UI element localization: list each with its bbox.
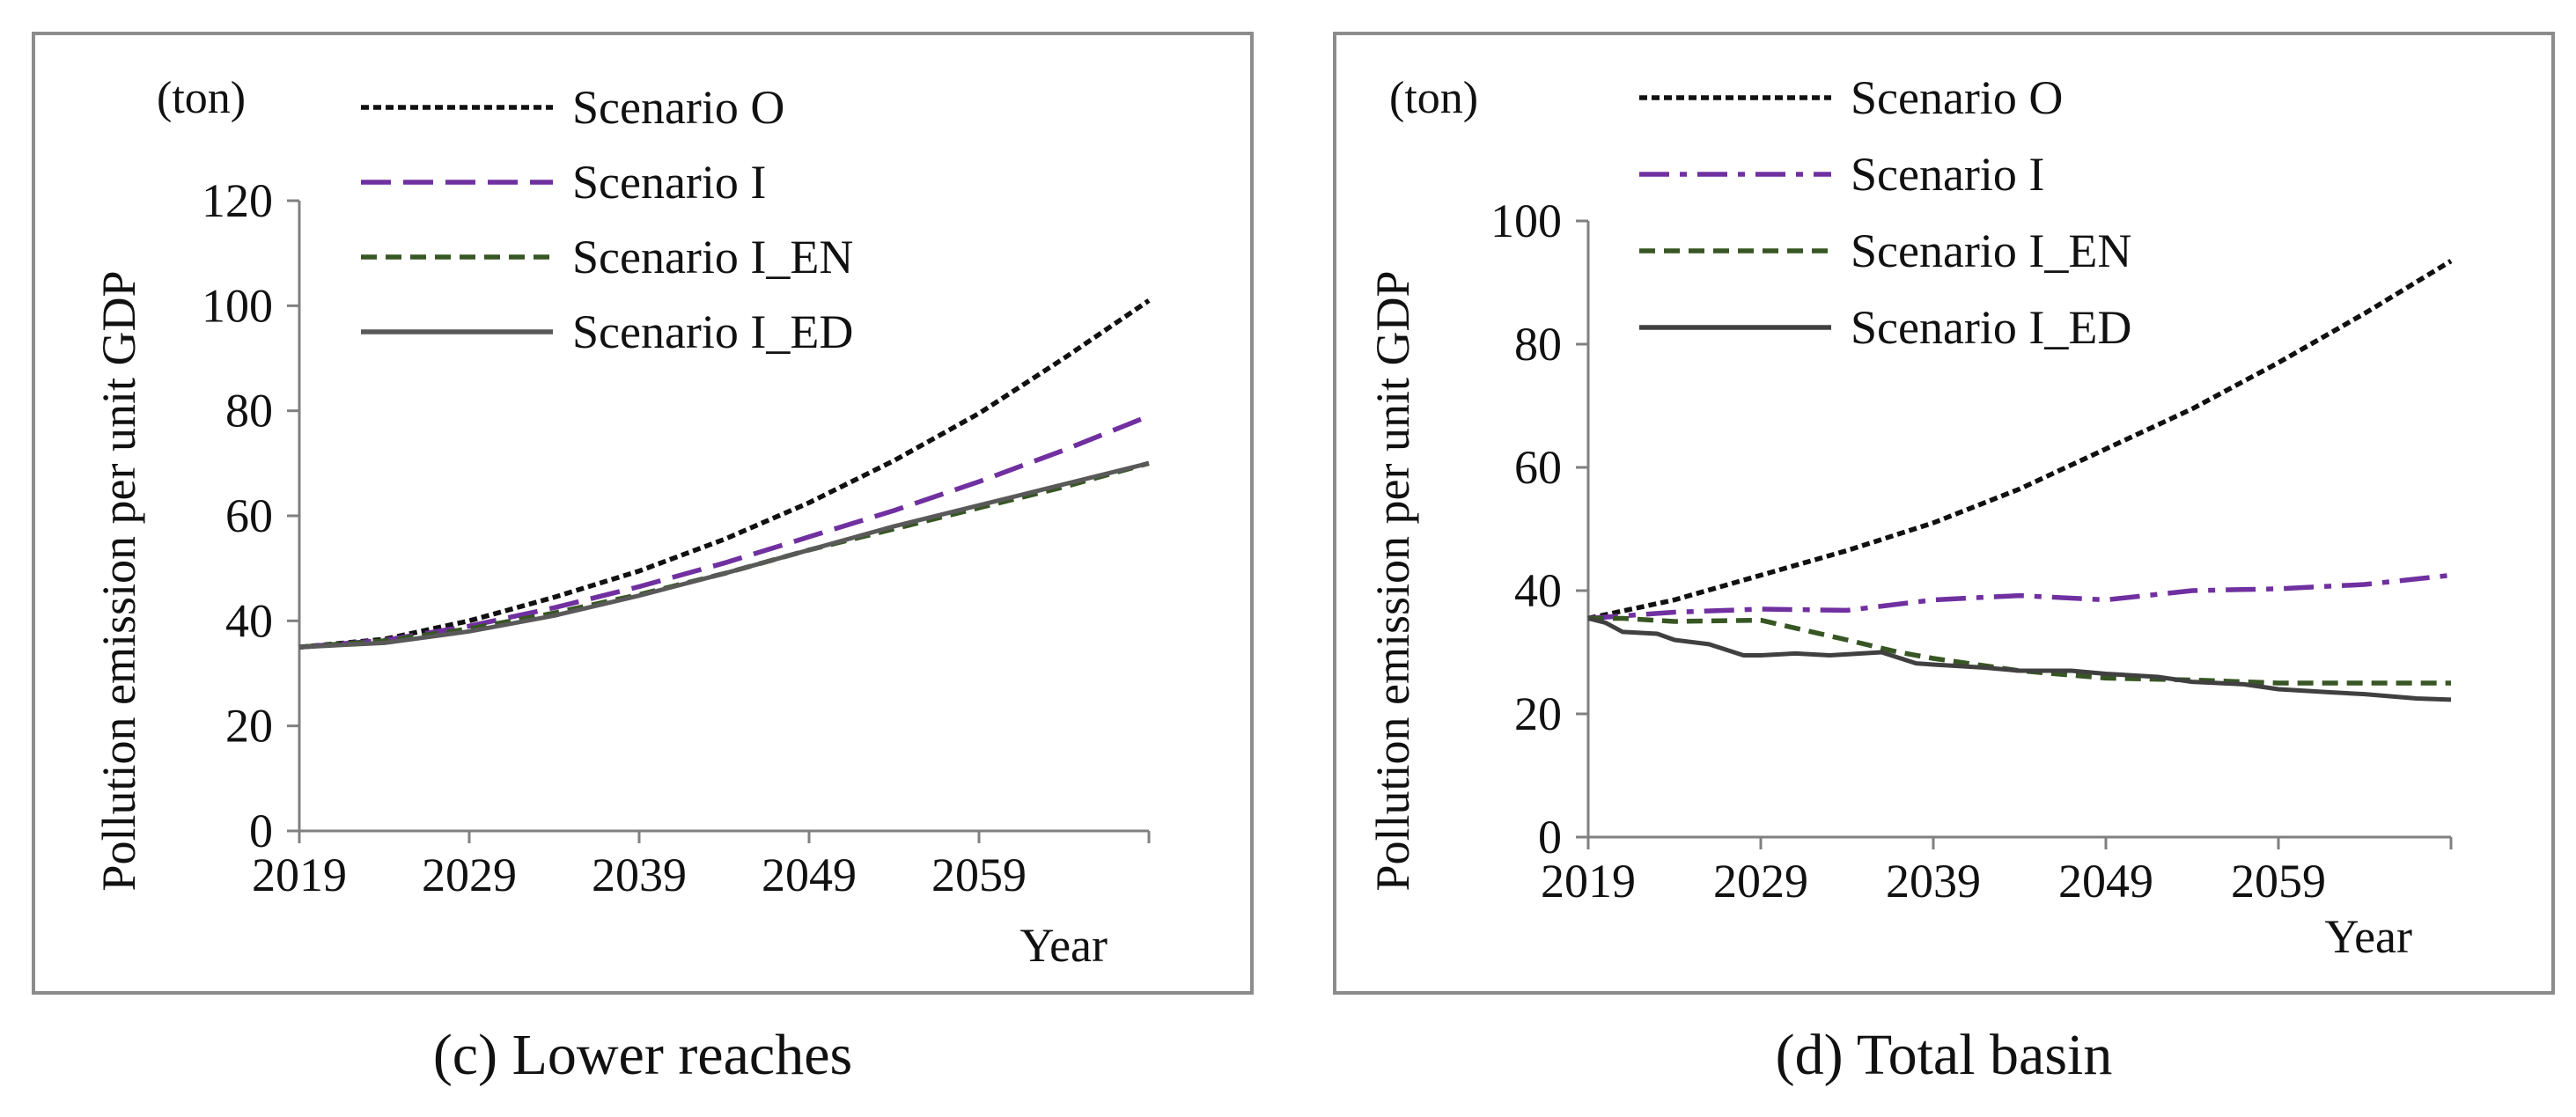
- y-tick-label: 40: [225, 594, 273, 647]
- x-tick-label: 2049: [2058, 855, 2153, 908]
- panel-d: (ton) Pollution emission per unit GDP Ye…: [1333, 32, 2555, 1087]
- y-tick-label: 60: [1514, 441, 1562, 494]
- x-tick-label: 2039: [592, 849, 687, 901]
- panel-c-plot: 0 20 40 60 80 100 120 2019 2029 2039 2049 2059: [202, 174, 1151, 901]
- panel-c: (ton) Pollution emission per unit GDP Ye…: [32, 32, 1254, 1087]
- y-tick-label: 20: [1514, 687, 1562, 740]
- legend-label: Scenario I: [572, 156, 766, 209]
- x-tick-label: 2039: [1886, 855, 1981, 908]
- panel-c-legend: Scenario O Scenario I Scenario I_EN Scenari…: [361, 81, 853, 358]
- panel-d-x-axis-title: Year: [2324, 910, 2412, 963]
- x-tick-label: 2019: [1541, 855, 1636, 908]
- series-line-scenario-i-ed: [1587, 616, 2452, 702]
- panel-d-y-axis-title: Pollution emission per unit GDP: [1366, 270, 1419, 891]
- series-line-scenario-o: [1587, 259, 2453, 621]
- y-tick-label: 100: [202, 279, 273, 332]
- series-line-scenario-i-ed: [298, 460, 1150, 650]
- y-tick-label: 0: [1538, 811, 1562, 863]
- x-tick-label: 2059: [2231, 855, 2326, 908]
- y-tick-label: 120: [202, 174, 273, 227]
- series-line-scenario-i-en: [1588, 615, 2451, 686]
- x-tick-label: 2019: [252, 849, 347, 901]
- panel-c-x-axis-title: Year: [1019, 919, 1108, 972]
- series-line-scenario-i: [1587, 572, 2452, 621]
- panel-c-unit-label: (ton): [157, 73, 246, 123]
- legend-label: Scenario O: [1851, 71, 2063, 124]
- y-tick-label: 100: [1490, 195, 1562, 247]
- x-tick-label: 2049: [762, 849, 857, 901]
- y-tick-label: 80: [225, 385, 273, 437]
- x-tick-label: 2029: [422, 849, 517, 901]
- y-tick-label: 80: [1514, 318, 1562, 371]
- legend-label: Scenario O: [572, 81, 784, 134]
- panel-d-plot: 0 20 40 60 80 100 2019 2029 2039 2049 2059: [1490, 195, 2453, 908]
- y-tick-label: 0: [249, 805, 273, 857]
- x-tick-label: 2029: [1713, 855, 1808, 908]
- x-tick-label: 2059: [931, 849, 1027, 901]
- legend-label: Scenario I: [1851, 148, 2044, 201]
- legend-label: Scenario I_ED: [1851, 301, 2131, 354]
- legend-label: Scenario I_EN: [572, 231, 853, 283]
- panel-d-caption: (d) Total basin: [1776, 1023, 2113, 1087]
- panel-d-legend: Scenario O Scenario I Scenario I_EN Scenari…: [1639, 71, 2131, 354]
- panel-c-y-axis-title: Pollution emission per unit GDP: [92, 270, 145, 891]
- panel-c-caption: (c) Lower reaches: [433, 1023, 852, 1087]
- legend-label: Scenario I_ED: [572, 305, 853, 358]
- legend-label: Scenario I_EN: [1851, 224, 2131, 277]
- panel-d-frame: [1333, 32, 2555, 995]
- panel-d-unit-label: (ton): [1389, 73, 1478, 123]
- y-tick-label: 40: [1514, 564, 1562, 617]
- series-line-scenario-o: [298, 298, 1151, 650]
- panel-c-frame: [32, 32, 1254, 995]
- y-tick-label: 60: [225, 489, 273, 542]
- y-tick-label: 20: [225, 700, 273, 753]
- series-line-scenario-i: [298, 414, 1151, 650]
